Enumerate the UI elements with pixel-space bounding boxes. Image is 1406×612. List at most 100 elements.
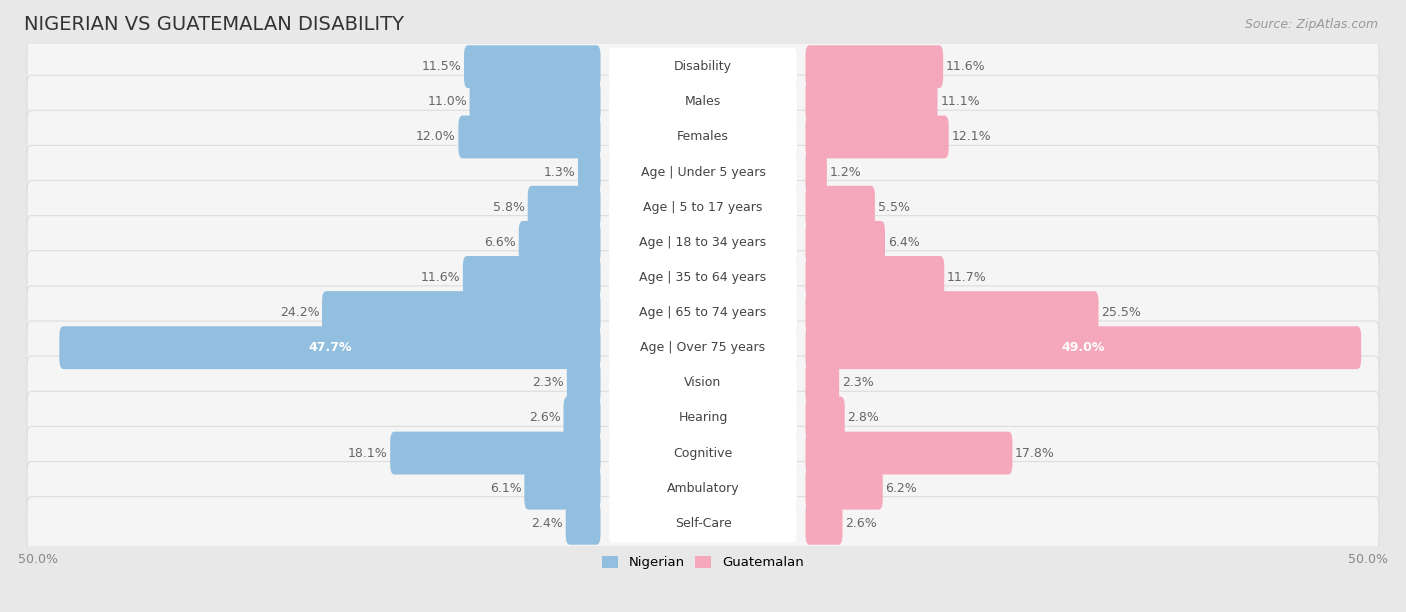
Text: Females: Females bbox=[678, 130, 728, 143]
FancyBboxPatch shape bbox=[609, 504, 797, 542]
FancyBboxPatch shape bbox=[806, 256, 945, 299]
Text: 2.4%: 2.4% bbox=[531, 517, 562, 530]
Text: Age | Under 5 years: Age | Under 5 years bbox=[641, 166, 765, 179]
FancyBboxPatch shape bbox=[519, 221, 600, 264]
FancyBboxPatch shape bbox=[806, 186, 875, 229]
FancyBboxPatch shape bbox=[527, 186, 600, 229]
FancyBboxPatch shape bbox=[27, 427, 1379, 480]
Text: 25.5%: 25.5% bbox=[1101, 306, 1142, 319]
Text: 1.2%: 1.2% bbox=[830, 166, 862, 179]
Text: 18.1%: 18.1% bbox=[347, 447, 388, 460]
FancyBboxPatch shape bbox=[609, 469, 797, 507]
Text: 5.5%: 5.5% bbox=[877, 201, 910, 214]
Text: 49.0%: 49.0% bbox=[1062, 341, 1105, 354]
Text: 11.7%: 11.7% bbox=[946, 271, 987, 284]
FancyBboxPatch shape bbox=[609, 48, 797, 86]
FancyBboxPatch shape bbox=[806, 326, 1361, 369]
Text: 12.0%: 12.0% bbox=[416, 130, 456, 143]
Text: Ambulatory: Ambulatory bbox=[666, 482, 740, 494]
FancyBboxPatch shape bbox=[578, 151, 600, 193]
Text: 2.3%: 2.3% bbox=[533, 376, 564, 389]
FancyBboxPatch shape bbox=[609, 434, 797, 472]
Text: NIGERIAN VS GUATEMALAN DISABILITY: NIGERIAN VS GUATEMALAN DISABILITY bbox=[24, 15, 405, 34]
FancyBboxPatch shape bbox=[27, 356, 1379, 409]
FancyBboxPatch shape bbox=[806, 362, 839, 405]
FancyBboxPatch shape bbox=[609, 364, 797, 402]
FancyBboxPatch shape bbox=[609, 83, 797, 121]
Legend: Nigerian, Guatemalan: Nigerian, Guatemalan bbox=[598, 551, 808, 575]
FancyBboxPatch shape bbox=[464, 45, 600, 88]
FancyBboxPatch shape bbox=[806, 151, 827, 193]
FancyBboxPatch shape bbox=[806, 431, 1012, 474]
Text: 6.6%: 6.6% bbox=[484, 236, 516, 249]
Text: 11.6%: 11.6% bbox=[420, 271, 460, 284]
FancyBboxPatch shape bbox=[609, 329, 797, 367]
Text: Source: ZipAtlas.com: Source: ZipAtlas.com bbox=[1244, 18, 1378, 31]
Text: 5.8%: 5.8% bbox=[494, 201, 524, 214]
Text: Age | 5 to 17 years: Age | 5 to 17 years bbox=[644, 201, 762, 214]
FancyBboxPatch shape bbox=[27, 461, 1379, 515]
FancyBboxPatch shape bbox=[567, 362, 600, 405]
FancyBboxPatch shape bbox=[27, 496, 1379, 550]
FancyBboxPatch shape bbox=[609, 188, 797, 226]
FancyBboxPatch shape bbox=[564, 397, 600, 439]
Text: 11.6%: 11.6% bbox=[946, 60, 986, 73]
FancyBboxPatch shape bbox=[565, 502, 600, 545]
FancyBboxPatch shape bbox=[609, 293, 797, 332]
Text: Age | 35 to 64 years: Age | 35 to 64 years bbox=[640, 271, 766, 284]
FancyBboxPatch shape bbox=[806, 397, 845, 439]
Text: 11.0%: 11.0% bbox=[427, 95, 467, 108]
FancyBboxPatch shape bbox=[391, 431, 600, 474]
FancyBboxPatch shape bbox=[609, 153, 797, 191]
FancyBboxPatch shape bbox=[524, 467, 600, 510]
FancyBboxPatch shape bbox=[806, 291, 1098, 334]
Text: 11.1%: 11.1% bbox=[941, 95, 980, 108]
FancyBboxPatch shape bbox=[27, 40, 1379, 94]
Text: 11.5%: 11.5% bbox=[422, 60, 461, 73]
Text: Cognitive: Cognitive bbox=[673, 447, 733, 460]
FancyBboxPatch shape bbox=[806, 502, 842, 545]
FancyBboxPatch shape bbox=[806, 45, 943, 88]
FancyBboxPatch shape bbox=[322, 291, 600, 334]
Text: 6.4%: 6.4% bbox=[887, 236, 920, 249]
FancyBboxPatch shape bbox=[609, 223, 797, 261]
Text: 6.1%: 6.1% bbox=[489, 482, 522, 494]
FancyBboxPatch shape bbox=[27, 391, 1379, 445]
Text: Self-Care: Self-Care bbox=[675, 517, 731, 530]
Text: Vision: Vision bbox=[685, 376, 721, 389]
FancyBboxPatch shape bbox=[27, 75, 1379, 129]
Text: 47.7%: 47.7% bbox=[308, 341, 352, 354]
FancyBboxPatch shape bbox=[27, 215, 1379, 269]
Text: 12.1%: 12.1% bbox=[952, 130, 991, 143]
FancyBboxPatch shape bbox=[27, 286, 1379, 339]
FancyBboxPatch shape bbox=[463, 256, 600, 299]
Text: Disability: Disability bbox=[673, 60, 733, 73]
FancyBboxPatch shape bbox=[806, 467, 883, 510]
FancyBboxPatch shape bbox=[806, 116, 949, 159]
Text: Age | 18 to 34 years: Age | 18 to 34 years bbox=[640, 236, 766, 249]
Text: 17.8%: 17.8% bbox=[1015, 447, 1054, 460]
FancyBboxPatch shape bbox=[609, 399, 797, 437]
Text: 2.6%: 2.6% bbox=[845, 517, 877, 530]
FancyBboxPatch shape bbox=[59, 326, 600, 369]
Text: 1.3%: 1.3% bbox=[544, 166, 575, 179]
FancyBboxPatch shape bbox=[27, 146, 1379, 199]
FancyBboxPatch shape bbox=[806, 221, 884, 264]
Text: Age | 65 to 74 years: Age | 65 to 74 years bbox=[640, 306, 766, 319]
Text: Males: Males bbox=[685, 95, 721, 108]
FancyBboxPatch shape bbox=[27, 110, 1379, 163]
FancyBboxPatch shape bbox=[27, 251, 1379, 304]
FancyBboxPatch shape bbox=[27, 181, 1379, 234]
FancyBboxPatch shape bbox=[27, 321, 1379, 375]
Text: 6.2%: 6.2% bbox=[886, 482, 917, 494]
Text: 2.8%: 2.8% bbox=[848, 411, 879, 425]
Text: 2.3%: 2.3% bbox=[842, 376, 873, 389]
FancyBboxPatch shape bbox=[806, 80, 938, 123]
FancyBboxPatch shape bbox=[609, 118, 797, 156]
Text: 2.6%: 2.6% bbox=[529, 411, 561, 425]
FancyBboxPatch shape bbox=[458, 116, 600, 159]
Text: Age | Over 75 years: Age | Over 75 years bbox=[641, 341, 765, 354]
FancyBboxPatch shape bbox=[470, 80, 600, 123]
Text: Hearing: Hearing bbox=[678, 411, 728, 425]
FancyBboxPatch shape bbox=[609, 258, 797, 297]
